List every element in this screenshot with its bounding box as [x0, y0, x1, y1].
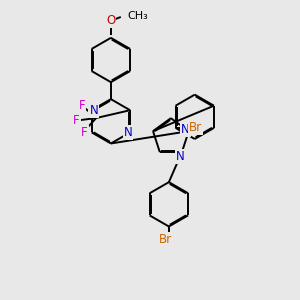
Text: Br: Br — [189, 122, 202, 134]
Text: N: N — [176, 150, 185, 163]
Text: N: N — [181, 123, 190, 136]
Text: O: O — [106, 14, 116, 27]
Text: N: N — [124, 126, 132, 139]
Text: Br: Br — [158, 233, 172, 246]
Text: F: F — [81, 126, 88, 139]
Text: F: F — [73, 114, 80, 127]
Text: CH₃: CH₃ — [127, 11, 148, 21]
Text: F: F — [79, 98, 85, 112]
Text: N: N — [89, 104, 98, 117]
